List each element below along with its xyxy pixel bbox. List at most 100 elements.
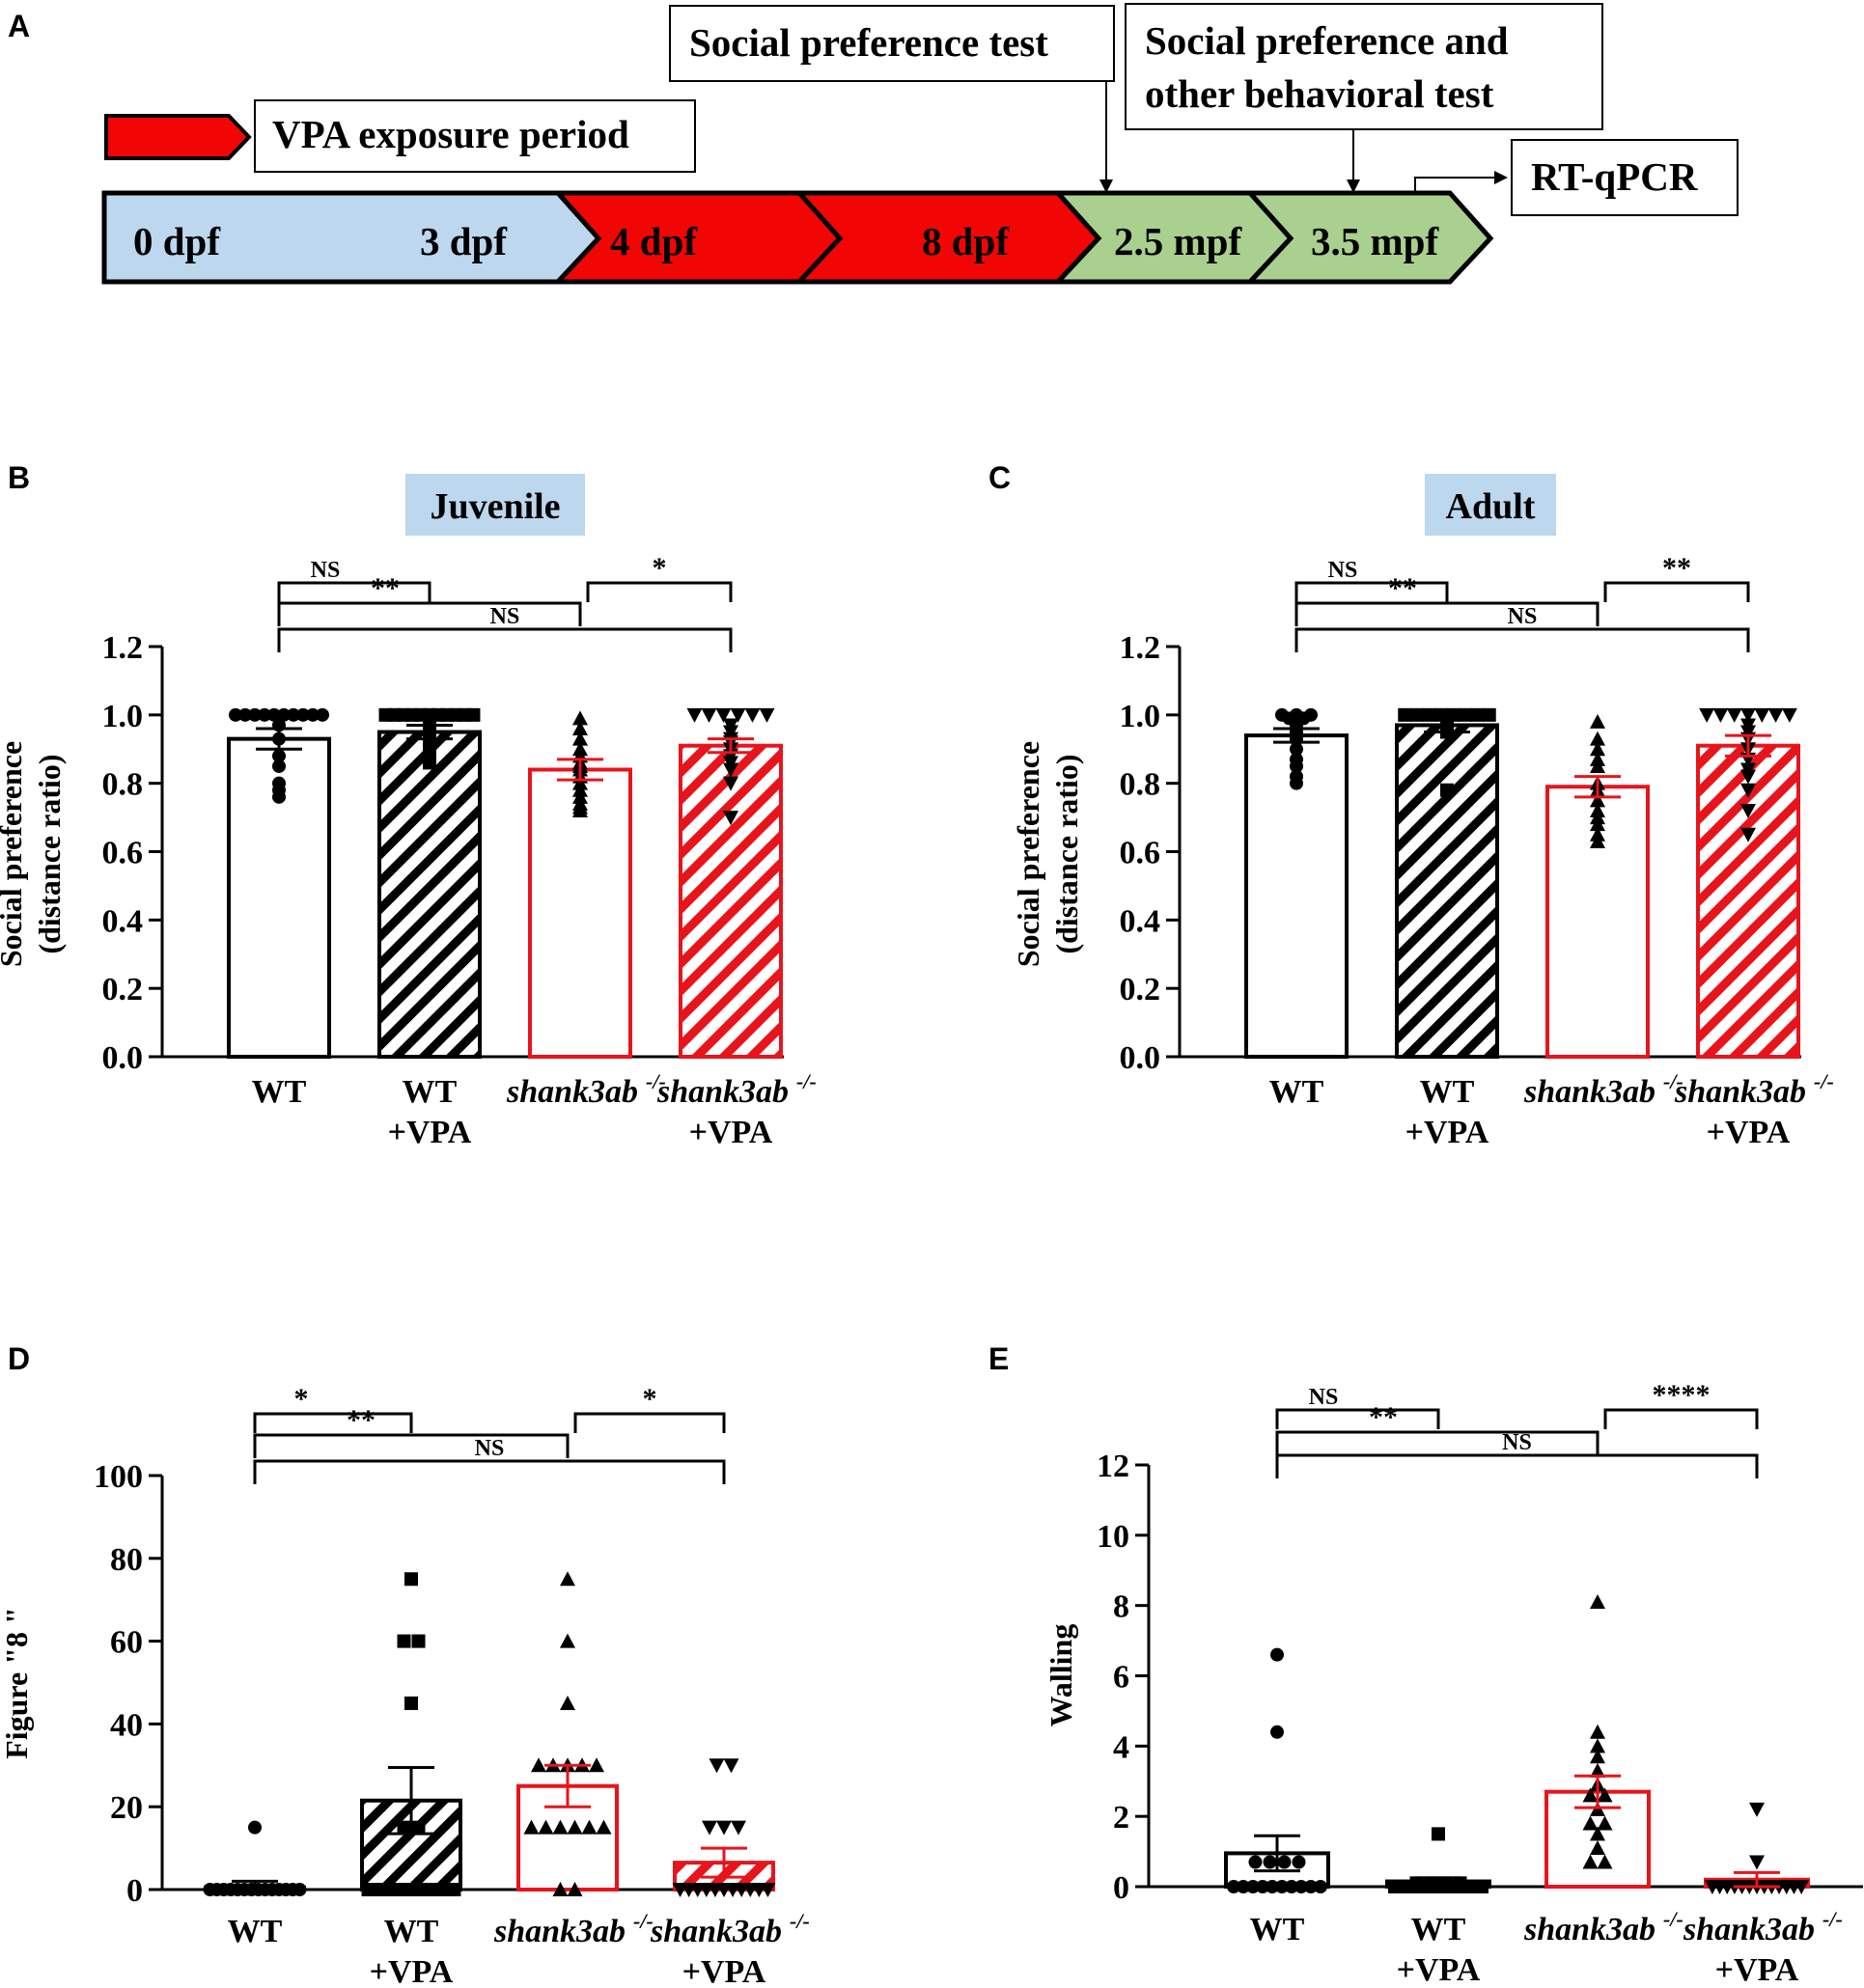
significance-bracket	[253, 1412, 413, 1433]
y-tick-label: 2	[1113, 1800, 1129, 1836]
segment-label-8dpf: 8 dpf	[922, 219, 1010, 263]
y-axis-label: Social preference	[1011, 741, 1045, 967]
bar-2	[528, 767, 632, 1059]
bar-1	[377, 730, 482, 1060]
y-tick-label: 0.6	[1120, 836, 1161, 871]
callout-arrowhead-3-5mpf	[1347, 179, 1360, 193]
data-point	[1740, 827, 1756, 842]
data-point	[1270, 1725, 1284, 1739]
data-point	[572, 731, 588, 746]
data-point	[404, 1883, 418, 1896]
data-point	[1256, 1880, 1269, 1893]
data-point	[1285, 1880, 1298, 1893]
data-point	[1475, 1880, 1488, 1893]
y-tick-label: 100	[94, 1459, 143, 1495]
y-tick-label: 0.2	[102, 972, 144, 1008]
data-point	[1590, 816, 1605, 832]
data-point	[1246, 1880, 1260, 1893]
x-category-label: WT	[228, 1914, 283, 1949]
x-category-label-line2: +VPA	[1397, 1952, 1481, 1988]
x-category-superscript: -/-	[1663, 1907, 1683, 1931]
segment-4dpf	[552, 190, 844, 285]
data-point	[552, 1819, 569, 1835]
data-point	[1270, 1647, 1284, 1662]
y-tick-label: 0	[126, 1873, 143, 1909]
data-point	[1699, 707, 1715, 723]
significance-bracket	[277, 581, 431, 602]
chart-title-box	[405, 474, 585, 536]
data-point	[552, 1882, 569, 1896]
data-point	[1590, 1826, 1605, 1841]
qpcr-arrow-line	[1414, 177, 1494, 193]
qpcr-arrowhead	[1494, 171, 1508, 184]
y-tick-label: 0.0	[102, 1040, 144, 1076]
data-point	[258, 707, 271, 722]
panel-label-d: D	[8, 1341, 30, 1376]
data-point	[1712, 707, 1729, 723]
data-point	[567, 1819, 583, 1835]
x-category-superscript: -/-	[796, 1069, 817, 1093]
x-category-superscript: -/-	[1663, 1069, 1683, 1093]
data-point	[1294, 1880, 1308, 1893]
significance-label: NS	[475, 1436, 505, 1461]
data-point	[1740, 707, 1756, 723]
x-category-label: WT	[252, 1074, 307, 1110]
data-point	[723, 811, 738, 826]
y-tick-label: 40	[110, 1707, 143, 1743]
x-category-label: WT	[384, 1914, 439, 1949]
data-point	[436, 1883, 451, 1896]
x-category-label: shank3ab	[1523, 1074, 1655, 1110]
y-tick-label: 6	[1113, 1660, 1129, 1696]
data-point	[1590, 1839, 1605, 1855]
segment-label-3dpf: 3 dpf	[420, 219, 508, 263]
data-point	[292, 1883, 307, 1896]
y-tick-label: 0.4	[102, 903, 144, 939]
x-category-label-line2: +VPA	[1707, 1115, 1791, 1150]
y-tick-label: 0	[1113, 1870, 1129, 1906]
data-point	[686, 707, 703, 723]
data-point	[1749, 1855, 1765, 1870]
significance-label: **	[1662, 552, 1691, 584]
data-point	[1237, 1880, 1250, 1893]
data-point	[1292, 1855, 1306, 1869]
x-category-label: WT	[1250, 1912, 1305, 1947]
data-point	[1767, 707, 1784, 723]
data-point	[361, 1883, 376, 1896]
x-category-label: WT	[403, 1074, 458, 1110]
data-point	[1590, 758, 1605, 773]
y-axis-label-line2: (distance ratio)	[1049, 754, 1084, 953]
data-point	[1740, 769, 1756, 785]
significance-label: NS	[490, 604, 520, 629]
significance-bracket	[1294, 627, 1750, 652]
significance-label: NS	[1508, 604, 1538, 629]
data-point	[1275, 1880, 1289, 1893]
data-point	[1582, 1787, 1599, 1803]
x-category-label-line2: +VPA	[689, 1115, 773, 1150]
y-tick-label: 1.2	[1120, 630, 1161, 666]
panel-label-a: A	[8, 9, 30, 43]
significance-label: **	[371, 572, 400, 604]
segment-label-3-5mpf: 3.5 mpf	[1311, 219, 1439, 263]
callout-behavior-test-line2: other behavioral test	[1145, 71, 1494, 116]
data-point	[723, 776, 738, 791]
y-tick-label: 60	[110, 1625, 143, 1661]
data-point	[1409, 707, 1424, 722]
significance-bracket	[277, 627, 733, 652]
y-tick-label: 0.6	[102, 836, 144, 871]
y-tick-label: 10	[1097, 1519, 1129, 1555]
data-point	[1470, 707, 1485, 722]
data-point	[1314, 1880, 1327, 1893]
data-point	[523, 1819, 540, 1835]
callout-qpcr-label: RT-qPCR	[1531, 154, 1698, 199]
data-point	[1482, 707, 1496, 722]
data-point	[1398, 707, 1412, 722]
x-category-superscript: -/-	[1814, 1069, 1834, 1093]
data-point	[596, 1819, 612, 1835]
significance-label: NS	[1502, 1430, 1532, 1455]
panel-label-b: B	[8, 460, 30, 495]
data-point	[447, 1883, 461, 1896]
data-point	[538, 1819, 554, 1835]
significance-label: **	[1388, 572, 1417, 604]
data-point	[759, 707, 775, 723]
data-point	[248, 707, 262, 722]
